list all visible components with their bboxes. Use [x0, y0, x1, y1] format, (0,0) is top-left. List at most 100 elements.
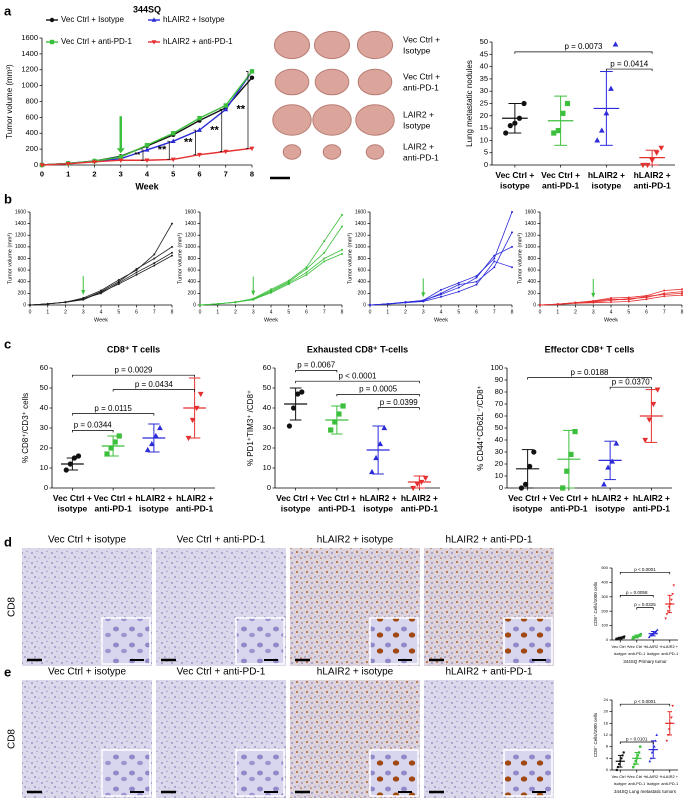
- x-tick-label: isotype: [595, 503, 625, 513]
- marker: [516, 115, 523, 121]
- x-tick-label: 6: [475, 309, 478, 315]
- column-title: Vec Ctrl + anti-PD-1: [177, 667, 266, 678]
- marker: [527, 463, 533, 469]
- marker: [646, 417, 653, 423]
- treatment-arrow: [591, 292, 596, 298]
- chart-title: 344SQ: [133, 4, 161, 14]
- marker: [637, 751, 641, 754]
- marker: [518, 485, 525, 491]
- marker: [82, 298, 85, 301]
- marker: [551, 130, 557, 136]
- annotation: p < 0.0001: [634, 567, 656, 572]
- marker: [649, 634, 652, 637]
- annotation: p = 0.0434: [135, 380, 174, 389]
- y-tick-label: 1600: [15, 209, 26, 215]
- tumor-photo: [274, 68, 310, 96]
- x-tick-label: 5: [287, 309, 290, 315]
- marker: [135, 271, 138, 274]
- y-tick-label: 1000: [15, 244, 26, 250]
- series-line: [369, 260, 513, 306]
- y-tick-label: 0: [363, 302, 366, 308]
- marker: [323, 260, 326, 263]
- y-tick-label: 400: [601, 579, 608, 584]
- marker: [323, 257, 326, 260]
- y-tick-label: 800: [358, 256, 367, 262]
- x-tick-label: hLAIR2 +: [401, 493, 438, 503]
- marker: [29, 304, 31, 306]
- marker: [65, 162, 71, 167]
- marker: [71, 455, 78, 461]
- marker: [620, 757, 623, 760]
- y-tick-label: 200: [25, 144, 38, 153]
- y-tick-label: 400: [18, 279, 27, 285]
- marker: [336, 411, 342, 417]
- y-tick-label: 600: [188, 267, 197, 273]
- x-tick-label: anti-PD-1: [94, 503, 132, 513]
- marker: [647, 635, 651, 639]
- marker: [556, 303, 559, 306]
- marker: [197, 115, 202, 121]
- marker: [305, 266, 308, 269]
- marker: [199, 304, 201, 306]
- photo-label: LAIR2 +: [403, 109, 434, 119]
- marker: [223, 149, 229, 155]
- marker: [609, 458, 616, 464]
- row-label: CD8: [7, 597, 18, 617]
- y-tick-label: 0: [533, 302, 536, 308]
- annotation: p = 0.0399: [380, 398, 419, 407]
- marker: [645, 295, 648, 298]
- y-tick-label: 100: [490, 363, 503, 372]
- x-tick-label: isotype: [647, 651, 660, 656]
- legend-label: Vec Ctrl + Isotype: [61, 15, 124, 24]
- annotation: p = 0.0188: [570, 368, 609, 377]
- treatment-arrow: [251, 290, 256, 296]
- marker: [144, 446, 151, 453]
- x-tick-label: hLAIR2 +: [645, 644, 662, 649]
- marker: [135, 267, 138, 270]
- x-tick-label: hLAIR2 +: [634, 170, 671, 180]
- marker: [422, 300, 425, 303]
- annotation: p = 0.0370: [612, 377, 651, 386]
- x-tick-label: isotype: [614, 781, 627, 786]
- marker: [560, 485, 566, 491]
- x-tick-label: 7: [663, 309, 666, 315]
- marker: [286, 423, 293, 429]
- chart-title: CD8⁺ T cells: [107, 344, 160, 354]
- x-tick-label: 4: [100, 309, 103, 315]
- y-tick-label: 15: [480, 123, 488, 132]
- chart-title: Exhausted CD8⁺ T-cells: [307, 344, 408, 354]
- y-tick-label: 20: [604, 709, 609, 714]
- y-tick-label: 50: [263, 383, 271, 392]
- marker: [610, 298, 612, 301]
- marker: [249, 69, 255, 74]
- marker: [507, 123, 513, 129]
- y-tick-label: 30: [40, 423, 48, 432]
- marker: [644, 162, 651, 169]
- marker: [649, 756, 653, 760]
- marker: [332, 419, 338, 425]
- ihc-inset: [369, 749, 419, 797]
- marker: [658, 145, 665, 151]
- marker: [511, 211, 513, 213]
- marker: [512, 120, 518, 126]
- marker: [299, 389, 305, 395]
- x-tick-label: 2: [404, 309, 407, 315]
- y-tick-label: 1000: [525, 244, 536, 250]
- x-tick-label: 3: [119, 169, 123, 178]
- marker: [67, 461, 73, 467]
- marker: [666, 610, 670, 613]
- bracket: [141, 149, 144, 161]
- marker: [670, 598, 673, 602]
- x-tick-label: 0: [199, 309, 202, 315]
- y-tick-label: 800: [188, 256, 197, 262]
- x-tick-label: 5: [627, 309, 630, 315]
- annotation: **: [210, 124, 219, 136]
- y-tick-label: 45: [480, 49, 488, 58]
- y-tick-label: 600: [528, 267, 537, 273]
- marker: [249, 75, 255, 80]
- annotation: p = 0.0101: [626, 737, 648, 742]
- y-tick-label: 1400: [355, 221, 366, 227]
- marker: [493, 257, 496, 260]
- ihc-inset: [369, 617, 419, 665]
- legend-label: Vec Ctrl + anti-PD-1: [61, 37, 132, 46]
